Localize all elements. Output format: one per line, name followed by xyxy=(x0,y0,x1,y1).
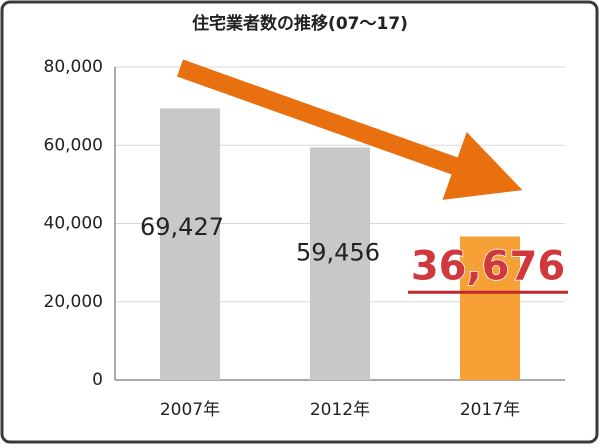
value-label: 69,427 xyxy=(140,213,224,241)
bar xyxy=(460,236,520,380)
y-tick-label: 60,000 xyxy=(44,135,103,155)
y-tick-label: 20,000 xyxy=(44,292,103,312)
y-tick-label: 40,000 xyxy=(44,214,103,234)
value-label: 59,456 xyxy=(296,239,380,267)
value-labels: 69,427 59,456 36,676 xyxy=(140,213,568,294)
x-tick-label: 2007年 xyxy=(160,400,220,420)
value-label: 36,676 xyxy=(411,243,565,289)
bar xyxy=(160,108,220,381)
x-tick-label: 2012年 xyxy=(310,400,370,420)
plot-area: 0 20,000 40,000 60,000 80,000 2007年 2012年 2017年 xyxy=(44,57,565,420)
x-tick-label: 2017年 xyxy=(460,400,520,420)
y-tick-label: 0 xyxy=(92,370,103,390)
trend-arrow xyxy=(176,59,523,200)
chart-title: 住宅業者数の推移(07〜17) xyxy=(192,13,408,34)
bar xyxy=(310,147,370,380)
y-tick-label: 80,000 xyxy=(44,57,103,77)
